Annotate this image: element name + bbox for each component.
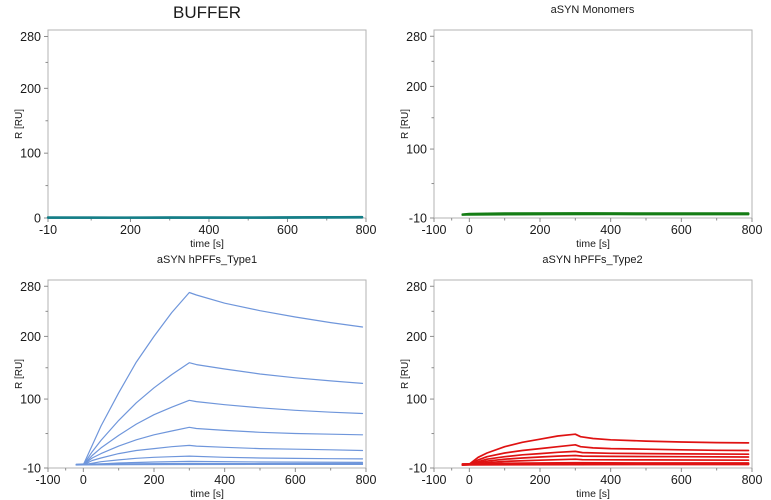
x-tick-label: 200 xyxy=(529,473,550,487)
asyn-hpffs-type2-plot: -100 0 200 400 600 800 -10 100 200 280 time [s] R [… xyxy=(400,279,762,500)
y-axis-label: R [RU] xyxy=(400,359,411,389)
series-monomer-7 xyxy=(461,212,749,216)
y-tick-label: 280 xyxy=(406,280,427,294)
y-tick-label: 100 xyxy=(406,393,427,407)
panel-title-asyn-monomers: aSYN Monomers xyxy=(550,4,635,16)
panel-title-buffer: BUFFER xyxy=(173,3,241,22)
x-axis-label: time [s] xyxy=(190,488,224,500)
series-type1-c6 xyxy=(75,455,364,466)
series-type2-c3 xyxy=(460,450,749,466)
y-tick-label: 280 xyxy=(406,30,427,44)
x-tick-label: 800 xyxy=(741,223,762,237)
y-tick-label: 280 xyxy=(20,280,41,294)
y-tick-label: 200 xyxy=(20,330,41,344)
series-type1-c1 xyxy=(75,291,364,466)
x-tick-label: 600 xyxy=(285,473,306,487)
series-type2-c4 xyxy=(460,454,749,466)
x-tick-label: 200 xyxy=(120,223,141,237)
series-type1-c2 xyxy=(75,362,364,466)
plot-frame xyxy=(433,279,752,469)
y-tick-label: -10 xyxy=(408,462,426,476)
series-type2-c1 xyxy=(460,433,749,466)
x-tick-label: 0 xyxy=(465,473,472,487)
x-tick-label: 800 xyxy=(356,223,377,237)
asyn-hpffs-type1-plot: -100 0 200 400 600 800 -10 100 200 280 time [s] R [… xyxy=(14,279,377,500)
x-tick-label: 800 xyxy=(741,473,762,487)
series-type1-c5 xyxy=(75,444,364,466)
y-tick-label: 200 xyxy=(406,330,427,344)
x-tick-label: 400 xyxy=(600,223,621,237)
y-axis-label: R [RU] xyxy=(14,109,25,139)
series-type2-c2 xyxy=(460,443,749,466)
series-type1-c4 xyxy=(75,426,364,466)
series-type2-c9 xyxy=(460,463,749,466)
panel-title-asyn-hpffs-type1: aSYN hPFFs_Type1 xyxy=(156,254,258,266)
x-axis-label: time [s] xyxy=(576,238,610,250)
x-axis-label: time [s] xyxy=(190,238,224,250)
panel-buffer: BUFFER -10 200 400 600 800 0 100 200 280 time [s]… xyxy=(0,0,386,250)
series-type1-c9 xyxy=(75,463,364,466)
y-tick-label: 100 xyxy=(406,143,427,157)
x-axis-label: time [s] xyxy=(576,488,610,500)
panel-asyn-hpffs-type1: aSYN hPFFs_Type1 -100 0 200 400 600 800 -10 100… xyxy=(0,250,386,500)
x-tick-label: 400 xyxy=(600,473,621,487)
x-tick-label: 600 xyxy=(670,473,691,487)
buffer-plot: -10 200 400 600 800 0 100 200 280 time [s] R [RU] xyxy=(14,29,377,250)
y-tick-label: 100 xyxy=(20,147,41,161)
y-tick-label: 0 xyxy=(34,212,41,226)
plot-frame xyxy=(433,29,752,219)
x-tick-label: 0 xyxy=(80,473,87,487)
panel-title-asyn-hpffs-type2: aSYN hPFFs_Type2 xyxy=(542,254,643,266)
x-tick-label: -100 xyxy=(35,473,60,487)
x-tick-label: 0 xyxy=(465,223,472,237)
y-axis-label: R [RU] xyxy=(14,359,25,389)
series-type1-c3 xyxy=(75,399,364,466)
panel-asyn-monomers: aSYN Monomers -100 0 200 400 600 800 -10 100 200… xyxy=(386,0,771,250)
plot-frame xyxy=(47,29,367,219)
y-axis-label: R [RU] xyxy=(400,109,411,139)
y-tick-label: 280 xyxy=(20,30,41,44)
x-tick-label: 400 xyxy=(214,473,235,487)
x-tick-label: 200 xyxy=(529,223,550,237)
series-type2-c10 xyxy=(460,462,749,465)
y-tick-label: 100 xyxy=(20,393,41,407)
x-tick-label: 200 xyxy=(144,473,165,487)
x-tick-label: -100 xyxy=(421,473,446,487)
series-type1-c10 xyxy=(75,462,364,465)
panel-asyn-hpffs-type2: aSYN hPFFs_Type2 -100 0 200 400 600 800 -10 100… xyxy=(386,250,771,500)
x-tick-label: -10 xyxy=(39,223,57,237)
plot-frame xyxy=(47,279,367,469)
x-tick-label: 600 xyxy=(277,223,298,237)
asyn-monomers-plot: -100 0 200 400 600 800 -10 100 200 280 time [s] R [… xyxy=(400,29,762,250)
x-tick-label: 400 xyxy=(199,223,220,237)
y-tick-label: 200 xyxy=(406,80,427,94)
y-tick-label: -10 xyxy=(408,212,426,226)
y-tick-label: -10 xyxy=(23,462,41,476)
x-tick-label: -100 xyxy=(421,223,446,237)
x-tick-label: 600 xyxy=(670,223,691,237)
x-tick-label: 800 xyxy=(356,473,377,487)
y-tick-label: 200 xyxy=(20,82,41,96)
